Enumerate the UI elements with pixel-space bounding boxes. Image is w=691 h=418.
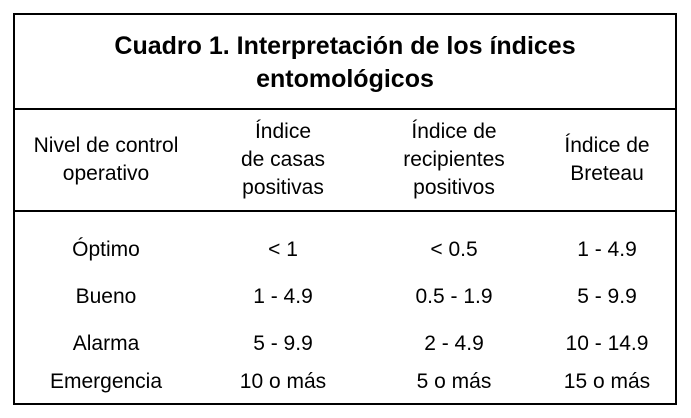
table-cell: 10 - 14.9 — [565, 332, 649, 355]
header-text: operativo — [62, 162, 150, 185]
header-text: positivos — [413, 176, 495, 199]
header-text: positivas — [242, 176, 324, 199]
table-title-line: Cuadro 1. Interpretación de los índices — [114, 31, 576, 60]
table-cell: 5 - 9.9 — [577, 285, 637, 308]
table-row: Bueno 1 - 4.9 0.5 - 1.9 5 - 9.9 — [15, 273, 675, 321]
table-cell: Óptimo — [72, 238, 140, 261]
table-row: Alarma 5 - 9.9 2 - 4.9 10 - 14.9 — [15, 320, 675, 368]
table-cell: 5 - 9.9 — [253, 332, 313, 355]
header-text: Breteau — [570, 162, 644, 185]
table-header-row: Nivel de control operativo Índice de cas… — [15, 110, 675, 212]
header-text: Nivel de control — [33, 134, 179, 157]
table-row: Óptimo < 1 < 0.5 1 - 4.9 — [15, 226, 675, 274]
table-row: Emergencia 10 o más 5 o más 15 o más — [15, 358, 675, 406]
table-cell: 10 o más — [239, 370, 327, 393]
table-cell: Emergencia — [49, 370, 163, 393]
table-title: Cuadro 1. Interpretación de los índices … — [15, 15, 675, 110]
header-text: recipientes — [403, 148, 505, 171]
table-cell: Alarma — [72, 332, 140, 355]
table-frame: Cuadro 1. Interpretación de los índices … — [13, 13, 677, 405]
table-cell: 2 - 4.9 — [424, 332, 484, 355]
column-header-casas: Índice de casas positivas — [197, 110, 369, 210]
column-header-nivel: Nivel de control operativo — [15, 110, 197, 210]
table-cell: 1 - 4.9 — [253, 285, 313, 308]
header-text: Índice de — [411, 120, 497, 143]
column-header-breteau: Índice de Breteau — [539, 110, 675, 210]
header-text: de casas — [240, 148, 326, 171]
table-cell: 1 - 4.9 — [577, 238, 637, 261]
table-cell: 0.5 - 1.9 — [415, 285, 493, 308]
table-cell: < 1 — [268, 238, 298, 261]
header-text: Índice — [254, 120, 312, 143]
table-cell: 5 o más — [416, 370, 492, 393]
column-header-recipientes: Índice de recipientes positivos — [369, 110, 539, 210]
header-text: Índice de — [564, 134, 650, 157]
table-cell: < 0.5 — [430, 238, 478, 261]
table-cell: Bueno — [75, 285, 137, 308]
table-title-line: entomológicos — [256, 64, 434, 93]
table-cell: 15 o más — [563, 370, 651, 393]
